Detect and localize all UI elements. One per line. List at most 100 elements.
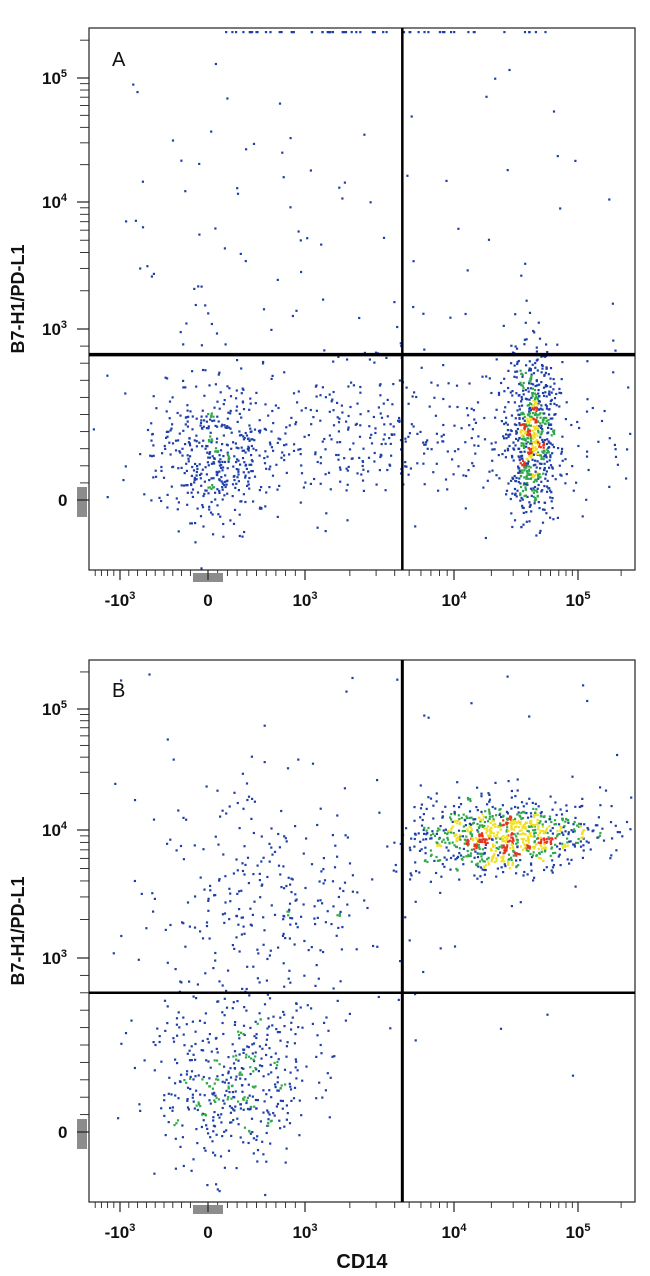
event-point [583,829,586,832]
event-point [531,825,534,828]
event-point [442,397,445,401]
event-point [304,407,307,410]
event-point [545,456,548,459]
event-point [491,819,494,823]
event-point [465,842,468,846]
event-point [230,1085,234,1088]
event-point [546,438,549,441]
event-point [560,450,563,453]
event-point [300,464,303,467]
event-point [240,916,243,919]
event-point [528,311,532,314]
event-point [534,31,537,34]
event-point [544,391,547,394]
event-point [143,493,146,496]
event-point [534,478,537,481]
event-point [198,1019,202,1022]
event-point [193,476,196,479]
event-point [189,522,192,525]
event-point [498,808,501,811]
event-point [559,207,562,210]
event-point [542,451,545,454]
event-point [240,416,243,419]
event-point [540,404,543,407]
event-point [213,462,216,465]
event-point [240,433,243,437]
event-point [276,1089,279,1092]
event-point [477,826,481,829]
event-point [518,469,521,473]
event-point [212,477,215,480]
event-point [154,1043,157,1047]
event-point [522,413,525,416]
event-point [462,813,465,816]
event-point [529,466,532,469]
event-point [535,401,538,404]
event-point [233,1023,236,1026]
event-point [469,852,473,855]
event-point [530,418,533,421]
event-point [582,684,585,687]
event-point [204,304,207,307]
event-point [205,427,208,430]
event-point [550,820,553,824]
event-point [532,383,535,386]
event-point [182,1164,185,1168]
event-point [321,1096,324,1099]
event-point [164,928,167,931]
event-point [540,840,543,843]
event-point [433,859,436,862]
event-point [277,406,280,410]
event-point [215,1047,218,1050]
event-point [221,469,224,472]
event-point [541,391,545,395]
event-point [561,447,564,450]
event-point [279,1099,282,1102]
event-point [545,367,548,370]
event-point [563,843,566,846]
event-point [166,493,169,496]
event-point [200,472,203,475]
event-point [422,813,425,816]
event-point [244,863,247,866]
event-point [235,405,239,408]
event-point [411,395,414,398]
event-point [556,830,559,833]
event-point [524,467,527,470]
event-point [226,479,229,482]
event-point [174,439,178,442]
event-point [224,901,227,904]
event-point [515,432,518,435]
event-point [230,1121,233,1124]
event-point [247,483,250,486]
event-point [537,475,540,479]
event-point [289,1085,292,1088]
event-point [523,832,526,836]
event-point [136,91,139,94]
event-point [422,838,425,841]
event-point [283,1068,287,1071]
event-point [152,272,155,275]
event-point [234,1078,237,1081]
event-point [516,789,519,792]
x-tick-label: 0 [203,1223,212,1242]
event-point [540,432,543,435]
event-point [283,1125,286,1128]
event-point [480,858,484,861]
event-point [536,443,540,446]
event-point [204,1149,207,1152]
event-point [531,854,535,857]
event-point [510,826,513,829]
event-point [532,474,535,477]
event-point [248,439,251,442]
event-point [553,382,556,385]
event-point [314,453,317,456]
event-point [514,825,517,829]
event-point [503,390,506,393]
event-point [472,837,475,841]
event-point [207,1060,210,1063]
event-point [226,1098,229,1101]
event-point [521,459,525,462]
event-point [221,913,224,916]
